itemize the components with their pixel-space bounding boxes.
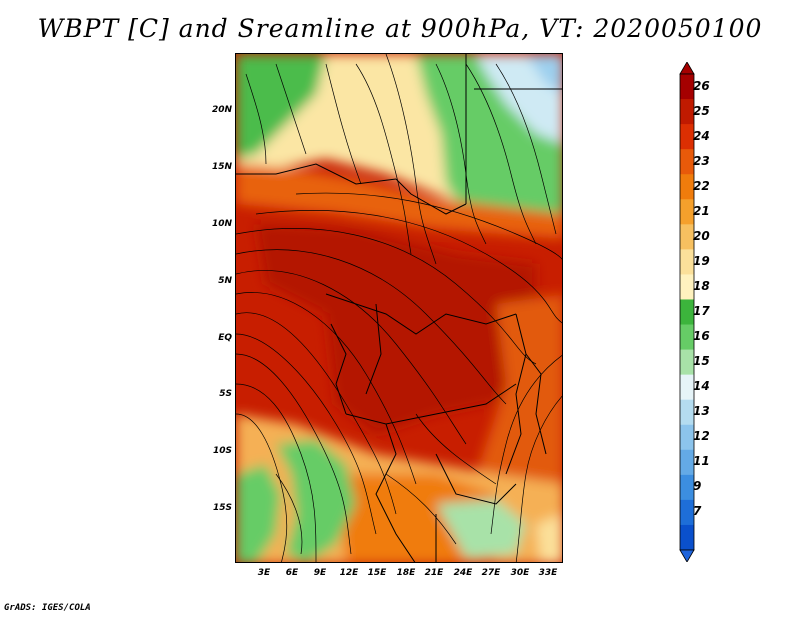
colorbar-swatch — [680, 324, 694, 351]
colorbar-swatch — [680, 399, 694, 426]
lat-label: EQ — [218, 333, 232, 343]
colorbar-swatch — [680, 249, 694, 275]
colorbar-swatch — [680, 449, 694, 476]
lon-label: 12E — [339, 568, 359, 578]
lon-label: 27E — [481, 568, 501, 578]
lon-label: 24E — [453, 568, 473, 578]
lon-label: 15E — [367, 568, 387, 578]
colorbar-label: 21 — [693, 203, 710, 218]
colorbar-label: 9 — [693, 479, 702, 494]
colorbar-label: 15 — [693, 354, 710, 369]
colorbar-label: 23 — [693, 153, 710, 168]
colorbar-label: 20 — [693, 228, 710, 243]
colorbar-swatch — [680, 424, 694, 451]
colorbar-label: 12 — [693, 429, 710, 444]
lat-label: 10N — [211, 219, 232, 229]
colorbar-label: 25 — [693, 103, 710, 118]
colorbar-label: 16 — [693, 329, 710, 344]
colorbar-swatch — [680, 199, 694, 225]
colorbar-swatch — [680, 524, 694, 551]
colorbar-label: 7 — [693, 504, 702, 519]
wbpt-shading — [236, 54, 562, 562]
chart-title: WBPT [C] and Sreamline at 900hPa, VT: 20… — [37, 14, 763, 43]
lon-label: 18E — [396, 568, 416, 578]
colorbar-label: 11 — [693, 454, 710, 469]
colorbar-arrow-bottom — [679, 549, 695, 562]
colorbar-swatch — [680, 299, 694, 326]
colorbar-swatch — [680, 99, 694, 125]
lat-label: 15N — [211, 162, 232, 172]
lon-label: 21E — [424, 568, 444, 578]
colorbar-swatch — [680, 74, 694, 100]
colorbar-label: 22 — [693, 178, 710, 193]
lat-label: 5S — [219, 389, 232, 399]
map-panel — [235, 53, 563, 563]
lat-label: 20N — [211, 105, 232, 115]
colorbar-swatch — [680, 474, 694, 501]
country-borders — [236, 54, 562, 562]
colorbar-label: 19 — [693, 253, 710, 268]
colorbar-arrow-top — [679, 62, 695, 75]
lat-label: 5N — [218, 276, 232, 286]
colorbar-swatch — [680, 374, 694, 401]
lon-label: 6E — [285, 568, 299, 578]
colorbar-swatch — [680, 274, 694, 300]
lon-label: 30E — [510, 568, 530, 578]
colorbar-label: 13 — [693, 404, 710, 419]
streamlines — [236, 54, 562, 562]
colorbar-swatch — [680, 224, 694, 250]
colorbar-label: 18 — [693, 278, 710, 293]
wbpt-streamline-map — [236, 54, 562, 562]
colorbar-swatch — [680, 174, 694, 200]
colorbar — [679, 62, 695, 562]
lon-label: 3E — [257, 568, 271, 578]
colorbar-label: 14 — [693, 379, 710, 394]
lat-label: 15S — [212, 503, 232, 513]
grads-credit: GrADS: IGES/COLA — [4, 603, 91, 613]
lon-label: 33E — [538, 568, 558, 578]
colorbar-swatch — [680, 349, 694, 376]
lon-label: 9E — [313, 568, 327, 578]
colorbar-label: 26 — [693, 78, 710, 93]
lat-label: 10S — [212, 446, 232, 456]
colorbar-swatch — [680, 149, 694, 175]
colorbar-swatch — [680, 499, 694, 526]
colorbar-label: 17 — [693, 304, 710, 318]
colorbar-swatch — [680, 124, 694, 150]
colorbar-label: 24 — [693, 128, 710, 143]
